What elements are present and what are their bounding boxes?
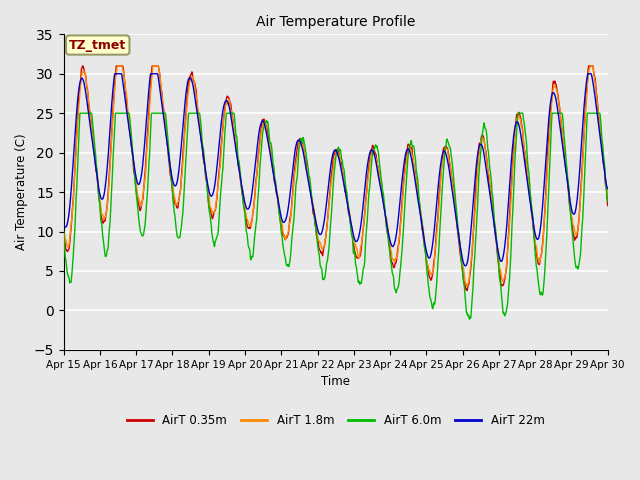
Y-axis label: Air Temperature (C): Air Temperature (C) xyxy=(15,134,28,251)
Text: TZ_tmet: TZ_tmet xyxy=(69,38,126,51)
Title: Air Temperature Profile: Air Temperature Profile xyxy=(256,15,415,29)
X-axis label: Time: Time xyxy=(321,375,350,388)
Legend: AirT 0.35m, AirT 1.8m, AirT 6.0m, AirT 22m: AirT 0.35m, AirT 1.8m, AirT 6.0m, AirT 2… xyxy=(122,409,549,432)
